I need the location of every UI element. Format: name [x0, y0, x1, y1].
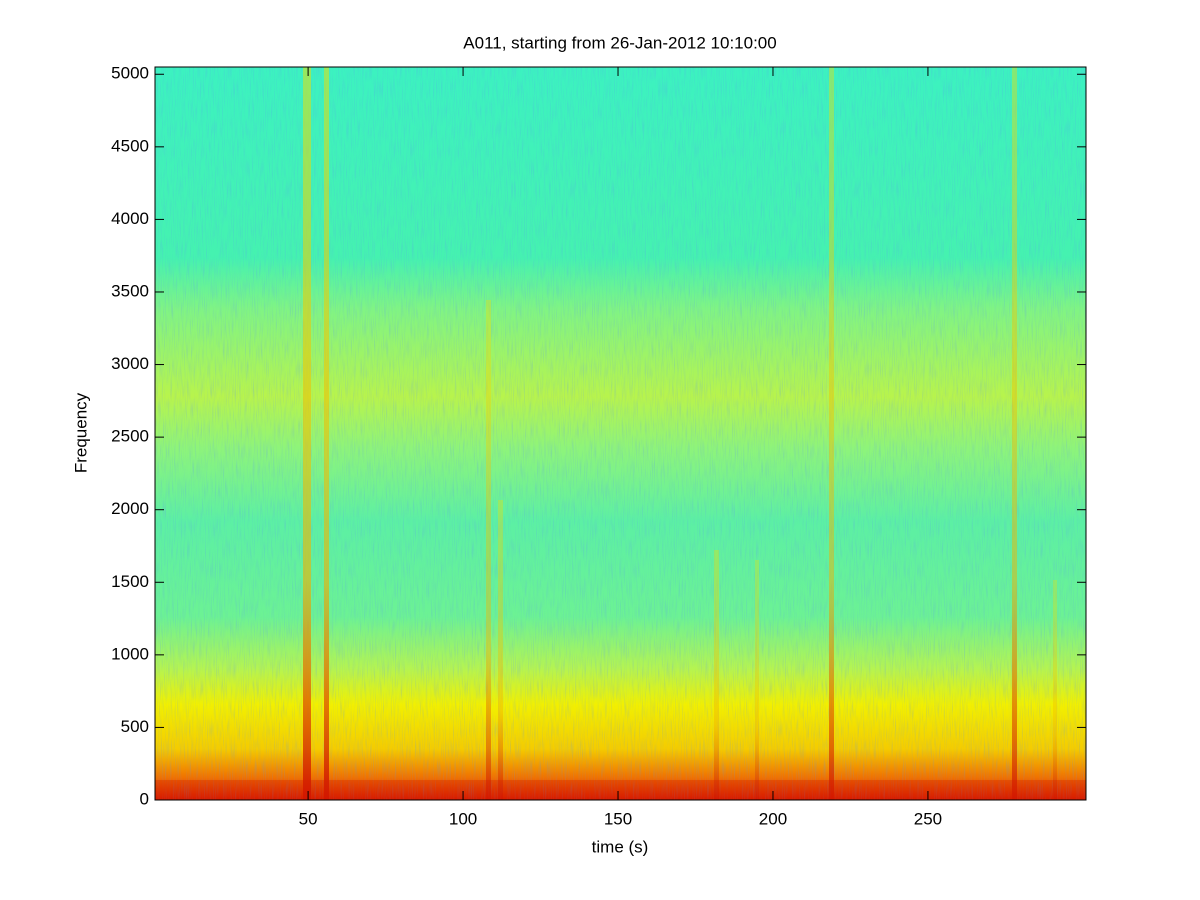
x-tick-label: 150: [604, 809, 632, 828]
y-tick-label: 3000: [111, 354, 149, 373]
y-axis-label: Frequency: [71, 392, 90, 473]
y-tick-label: 4000: [111, 209, 149, 228]
y-tick-label: 0: [140, 789, 149, 808]
x-tick-label: 250: [914, 809, 942, 828]
x-tick-label: 200: [759, 809, 787, 828]
chart-title: A011, starting from 26-Jan-2012 10:10:00: [463, 33, 776, 52]
y-tick-label: 5000: [111, 64, 149, 83]
y-tick-label: 1500: [111, 572, 149, 591]
x-tick-label: 100: [449, 809, 477, 828]
y-tick-label: 3500: [111, 281, 149, 300]
x-tick-label: 50: [299, 809, 318, 828]
spectrogram-image: [155, 67, 1086, 800]
y-tick-label: 500: [121, 717, 149, 736]
y-tick-label: 1000: [111, 644, 149, 663]
y-tick-label: 2000: [111, 499, 149, 518]
x-axis-label: time (s): [592, 837, 649, 856]
y-tick-label: 4500: [111, 136, 149, 155]
plot-frame: [154, 66, 1087, 801]
y-tick-label: 2500: [111, 427, 149, 446]
